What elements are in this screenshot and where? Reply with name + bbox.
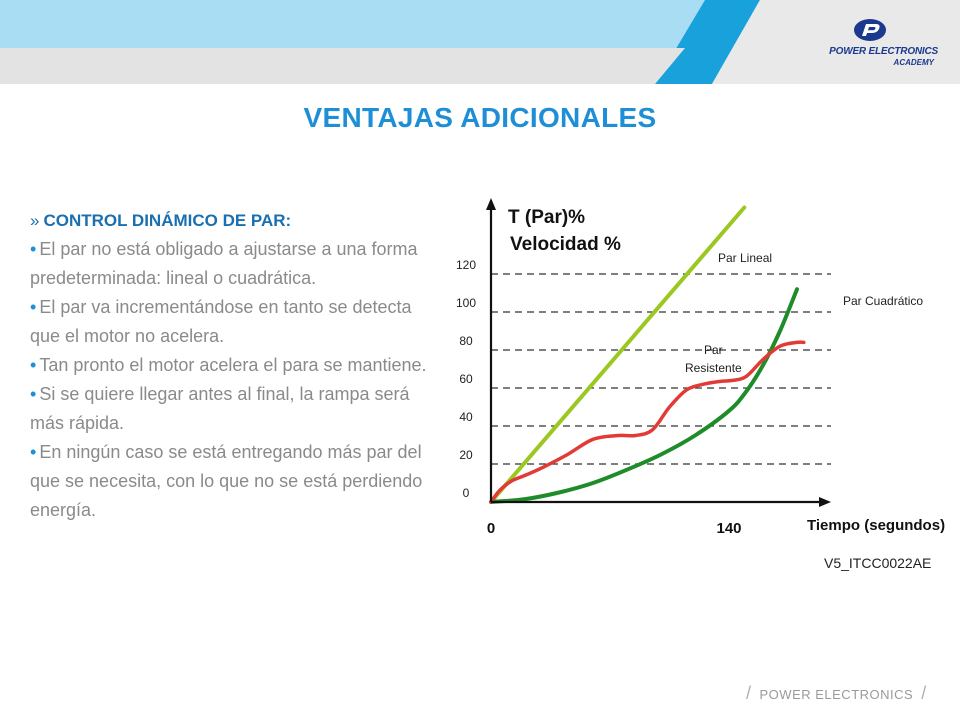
bullet-dot: • xyxy=(30,384,37,404)
annotation-par: Par xyxy=(704,343,723,357)
footer-slash-left: / xyxy=(746,683,752,703)
bullet-item: • Tan pronto el motor acelera el para se … xyxy=(30,351,435,380)
bullet-text: En ningún caso se está entregando más pa… xyxy=(30,442,423,520)
logo-name: POWER ELECTRONICS xyxy=(829,46,938,57)
section-heading-text: CONTROL DINÁMICO DE PAR: xyxy=(43,211,292,230)
footer-text: POWER ELECTRONICS xyxy=(759,687,914,702)
brand-logo: POWER ELECTRONICS ACADEMY xyxy=(808,18,938,68)
series-line-par-lineal xyxy=(489,205,747,504)
y-axis-label-line1: T (Par)% xyxy=(508,207,585,228)
bullet-dot: • xyxy=(30,297,37,317)
footer-slash-right: / xyxy=(921,683,927,703)
chart-grid xyxy=(491,273,831,465)
chart-axes xyxy=(486,198,831,507)
bullet-text: El par no está obligado a ajustarse a un… xyxy=(30,239,418,288)
x-axis-arrow-icon xyxy=(819,497,831,507)
chevron-marker: » xyxy=(30,211,40,230)
chart-tick-labels: 0 20 40 60 80 100 120 0 140 xyxy=(456,258,742,537)
bullet-text: Tan pronto el motor acelera el para se m… xyxy=(39,355,427,375)
footer-brand: / POWER ELECTRONICS / xyxy=(738,683,935,704)
annotation-par-cuadratico: Par Cuadrático xyxy=(843,294,923,308)
bullet-dot: • xyxy=(30,239,37,259)
bullet-item: • En ningún caso se está entregando más p… xyxy=(30,438,435,525)
y-tick-label: 20 xyxy=(459,448,473,462)
chart-series xyxy=(489,205,806,504)
content-list: » CONTROL DINÁMICO DE PAR: • El par no est… xyxy=(30,206,435,525)
x-tick-label: 140 xyxy=(716,520,741,537)
page-title: VENTAJAS ADICIONALES xyxy=(303,102,657,133)
y-tick-label: 0 xyxy=(463,486,470,500)
bullet-item: • El par no está obligado a ajustarse a u… xyxy=(30,235,435,293)
series-line-par-resistente xyxy=(489,340,806,504)
y-axis-arrow-icon xyxy=(486,198,496,210)
y-axis-label-line2: Velocidad % xyxy=(510,234,621,255)
y-tick-label: 80 xyxy=(459,334,473,348)
bullet-item: • Si se quiere llegar antes al final, la … xyxy=(30,380,435,438)
bullet-dot: • xyxy=(30,442,37,462)
torque-chart: 0 20 40 60 80 100 120 0 140 T (Par)% Velocidad %… xyxy=(456,198,945,571)
x-tick-label: 0 xyxy=(487,520,495,537)
bullet-dot: • xyxy=(30,355,37,375)
annotation-par-lineal: Par Lineal xyxy=(718,251,772,265)
bullet-text: Si se quiere llegar antes al final, la r… xyxy=(30,384,410,433)
header-stripes xyxy=(0,0,960,84)
y-tick-label: 100 xyxy=(456,296,476,310)
bullet-item: • El par va incrementándose en tanto se d… xyxy=(30,293,435,351)
power-electronics-logo-icon xyxy=(854,19,886,41)
section-heading: » CONTROL DINÁMICO DE PAR: xyxy=(30,206,435,235)
chart-code: V5_ITCC0022AE xyxy=(824,555,931,571)
annotation-resistente: Resistente xyxy=(685,361,742,375)
bullet-text: El par va incrementándose en tanto se de… xyxy=(30,297,412,346)
y-tick-label: 120 xyxy=(456,258,476,272)
y-tick-label: 60 xyxy=(459,372,473,386)
series-line-par-cuadratico xyxy=(489,287,799,504)
header-band: POWER ELECTRONICS ACADEMY xyxy=(0,0,960,84)
x-axis-label: Tiempo (segundos) xyxy=(807,517,945,534)
y-tick-label: 40 xyxy=(459,410,473,424)
logo-subtitle: ACADEMY xyxy=(893,58,934,67)
